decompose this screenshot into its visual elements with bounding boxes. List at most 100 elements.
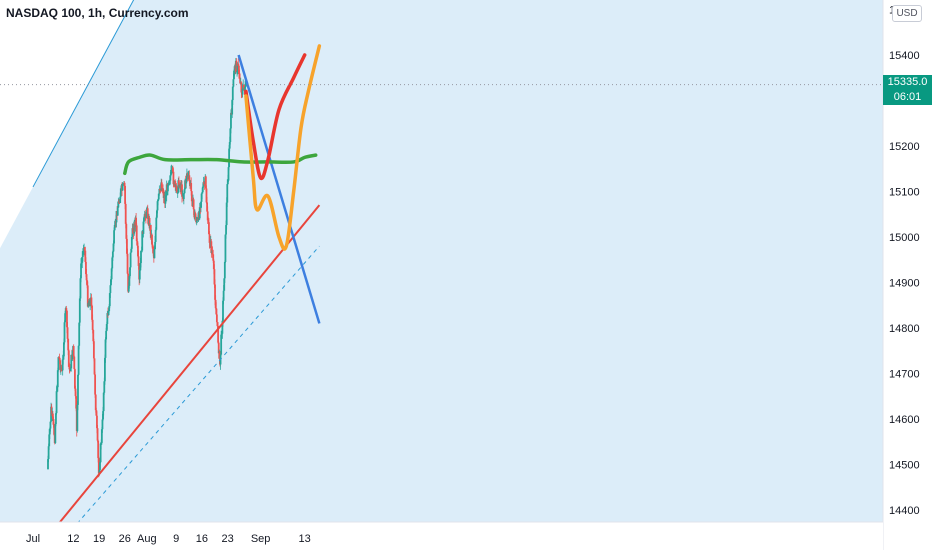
candle-body bbox=[176, 192, 179, 194]
candle-body bbox=[63, 322, 66, 343]
candle-body bbox=[229, 128, 232, 143]
candle-body bbox=[202, 182, 205, 187]
candle-body bbox=[149, 224, 152, 238]
candle-body bbox=[117, 201, 120, 208]
candle-body bbox=[235, 60, 238, 73]
candle-body bbox=[81, 251, 84, 257]
candle-body bbox=[225, 202, 228, 226]
candle-body bbox=[98, 469, 101, 474]
candle-body bbox=[206, 211, 209, 221]
candle-body bbox=[139, 263, 142, 271]
price-tick-label: 14700 bbox=[889, 369, 920, 381]
candle-body bbox=[168, 180, 171, 183]
candle-body bbox=[182, 193, 185, 200]
candle-body bbox=[205, 188, 208, 203]
candle-body bbox=[203, 182, 205, 184]
candle-body bbox=[172, 171, 175, 185]
candle-body bbox=[65, 308, 68, 311]
candle-body bbox=[200, 201, 202, 208]
candle-body bbox=[201, 192, 204, 194]
candle-body bbox=[214, 299, 217, 309]
candle-body bbox=[76, 404, 79, 431]
candle-body bbox=[175, 185, 178, 189]
candle-body bbox=[221, 320, 224, 334]
candle-body bbox=[231, 86, 234, 101]
candle-body bbox=[157, 193, 160, 200]
candle-body bbox=[167, 182, 170, 186]
candle-body bbox=[215, 314, 218, 323]
candle-body bbox=[73, 356, 76, 370]
candle-body bbox=[146, 208, 149, 219]
time-tick-label: 26 bbox=[119, 533, 131, 545]
time-axis-bg bbox=[0, 522, 883, 550]
candle-body bbox=[129, 267, 131, 277]
candle-body bbox=[108, 306, 111, 312]
candle-body bbox=[129, 252, 132, 268]
candle-body bbox=[64, 313, 67, 323]
candle-body bbox=[208, 234, 211, 243]
candle-body bbox=[111, 251, 114, 258]
candle-body bbox=[140, 250, 142, 264]
candle-body bbox=[164, 195, 167, 204]
candle-body bbox=[135, 217, 138, 226]
candle-body bbox=[118, 201, 120, 203]
candle-body bbox=[110, 279, 112, 286]
candle-body bbox=[232, 79, 235, 87]
candle-body bbox=[97, 440, 100, 459]
candle-body bbox=[101, 419, 104, 430]
candle-body bbox=[184, 180, 186, 190]
candle-body bbox=[90, 297, 93, 306]
candle-body bbox=[148, 217, 151, 229]
candle-body bbox=[119, 188, 122, 197]
candle-body bbox=[130, 248, 133, 253]
candle-body bbox=[48, 428, 51, 435]
candle-body bbox=[85, 274, 88, 281]
candle-body bbox=[57, 357, 60, 371]
candle-body bbox=[132, 228, 134, 234]
candle-body bbox=[154, 241, 156, 250]
candle-body bbox=[85, 261, 87, 275]
candle-body bbox=[78, 322, 81, 346]
candle-body bbox=[215, 308, 218, 315]
candle-body bbox=[145, 211, 148, 219]
candle-body bbox=[126, 238, 128, 254]
candle-body bbox=[223, 278, 226, 291]
time-tick-label: 16 bbox=[196, 533, 208, 545]
candle-body bbox=[53, 424, 56, 435]
candle-body bbox=[190, 183, 193, 192]
candle-body bbox=[100, 429, 103, 443]
candle-body bbox=[238, 65, 240, 74]
candle-body bbox=[138, 270, 141, 280]
currency-button[interactable]: USD bbox=[892, 5, 922, 22]
candle-body bbox=[58, 357, 61, 361]
candle-body bbox=[203, 183, 206, 185]
candle-body bbox=[158, 188, 161, 194]
candle-body bbox=[125, 223, 128, 239]
candle-body bbox=[79, 278, 82, 299]
candle-body bbox=[60, 367, 63, 370]
candle-body bbox=[74, 369, 76, 389]
candle-body bbox=[130, 236, 133, 249]
candle-body bbox=[66, 327, 69, 339]
candle-body bbox=[66, 310, 68, 328]
candle-body bbox=[224, 234, 227, 262]
projection-red-line bbox=[244, 53, 307, 181]
candle-body bbox=[220, 334, 223, 355]
candle-body bbox=[74, 388, 77, 397]
candle-body bbox=[96, 415, 98, 429]
candle-body bbox=[59, 360, 62, 370]
candle-body bbox=[170, 169, 173, 171]
channel-fill bbox=[0, 0, 883, 522]
candle-body bbox=[151, 244, 154, 249]
candle-body bbox=[142, 221, 145, 234]
candle-body bbox=[122, 184, 125, 186]
candle-body bbox=[126, 253, 129, 274]
price-tick-label: 15400 bbox=[889, 50, 920, 62]
candle-body bbox=[226, 184, 229, 203]
candle-body bbox=[62, 356, 65, 360]
candle-body bbox=[127, 273, 130, 292]
drawn-trendlines bbox=[32, 0, 321, 525]
price-tick-label: 14600 bbox=[889, 414, 920, 426]
candle-body bbox=[225, 225, 227, 235]
